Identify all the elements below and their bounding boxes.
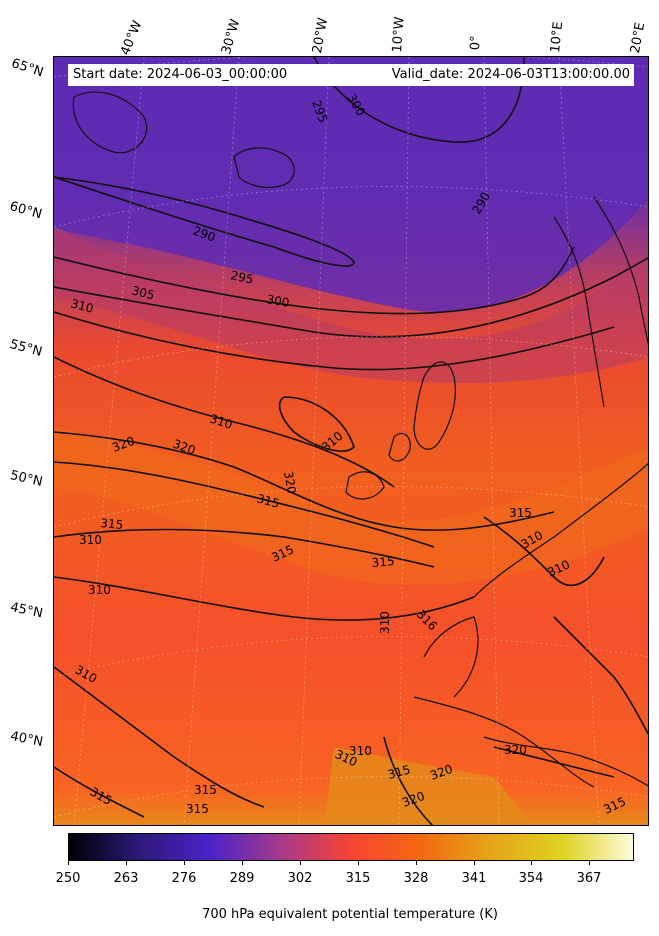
colorbar-tick-label: 276 bbox=[171, 871, 197, 886]
contour-label: 315 bbox=[371, 554, 395, 570]
coastlines bbox=[72, 91, 648, 788]
colorbar-tick bbox=[242, 861, 243, 865]
contour-label: 310 bbox=[88, 583, 111, 597]
contour-label: 315 bbox=[186, 802, 209, 816]
contour-label: 310 bbox=[378, 611, 392, 634]
map-panel: 295 300 290 290 295 300 305 310 310 320 … bbox=[53, 56, 649, 826]
contour-label: 310 bbox=[349, 744, 372, 758]
contour-label: 320 bbox=[504, 743, 527, 757]
colorbar-tick bbox=[126, 861, 127, 865]
lat-label-40n: 40°N bbox=[9, 729, 45, 750]
contour-label: 315 bbox=[509, 506, 532, 520]
lon-label-20w: 20°W bbox=[310, 16, 332, 55]
contour-label: 315 bbox=[255, 491, 281, 510]
colorbar-tick bbox=[531, 861, 532, 865]
colorbar bbox=[68, 833, 634, 861]
contour-label: 305 bbox=[130, 283, 156, 302]
colorbar-tick-label: 367 bbox=[576, 871, 602, 886]
colorbar-tick-label: 328 bbox=[403, 871, 429, 886]
lon-label-10w: 10°W bbox=[390, 16, 408, 54]
lon-label-30w: 30°W bbox=[219, 17, 244, 57]
lat-label-60n: 60°N bbox=[7, 199, 44, 223]
colorbar-tick-label: 302 bbox=[287, 871, 313, 886]
start-date-text: Start date: 2024-06-03_00:00:00 bbox=[73, 67, 288, 82]
contour-label: 310 bbox=[79, 533, 102, 547]
contour-label: 310 bbox=[208, 412, 234, 432]
date-info-bar: Start date: 2024-06-03_00:00:00 Valid_da… bbox=[68, 64, 634, 86]
colorbar-tick bbox=[589, 861, 590, 865]
colorbar-tick-label: 289 bbox=[229, 871, 255, 886]
contour-label: 315 bbox=[100, 516, 124, 532]
graticule bbox=[54, 57, 648, 825]
contour-label: 315 bbox=[194, 783, 217, 797]
contour-label: 310 bbox=[69, 296, 95, 315]
warm-band-south bbox=[324, 747, 533, 825]
lon-label-20e: 20°E bbox=[628, 21, 649, 55]
lon-label-0: 0° bbox=[468, 35, 484, 51]
colorbar-tick bbox=[416, 861, 417, 865]
valid-date-text: Valid_date: 2024-06-03T13:00:00.00 bbox=[391, 67, 630, 82]
colorbar-tick bbox=[68, 861, 69, 865]
lat-label-65n: 65°N bbox=[9, 56, 46, 81]
colorbar-tick-label: 263 bbox=[113, 871, 139, 886]
contour-label: 315 bbox=[386, 762, 412, 781]
contour-label: 300 bbox=[265, 292, 290, 310]
cool-transition-region bbox=[54, 227, 648, 383]
colorbar-tick-label: 315 bbox=[345, 871, 371, 886]
colorbar-title: 700 hPa equivalent potential temperature… bbox=[202, 907, 498, 922]
colorbar-tick-label: 250 bbox=[55, 871, 81, 886]
lon-label-10e: 10°E bbox=[548, 20, 567, 54]
colorbar-tick-label: 341 bbox=[461, 871, 487, 886]
colorbar-tick-label: 354 bbox=[518, 871, 544, 886]
colorbar-tick bbox=[358, 861, 359, 865]
lon-label-40w: 40°W bbox=[118, 18, 146, 58]
lat-label-50n: 50°N bbox=[8, 468, 44, 490]
warm-band bbox=[54, 427, 648, 585]
contour-lines bbox=[54, 57, 648, 825]
colorbar-tick bbox=[474, 861, 475, 865]
lat-label-55n: 55°N bbox=[8, 337, 44, 360]
cold-air-region bbox=[54, 57, 648, 313]
theta-e-map: 295 300 290 290 295 300 305 310 310 320 … bbox=[54, 57, 648, 825]
contour-label: 320 bbox=[281, 470, 299, 495]
contour-label: 295 bbox=[229, 268, 254, 286]
lat-label-45n: 45°N bbox=[8, 600, 45, 622]
colorbar-tick bbox=[300, 861, 301, 865]
colorbar-tick bbox=[184, 861, 185, 865]
